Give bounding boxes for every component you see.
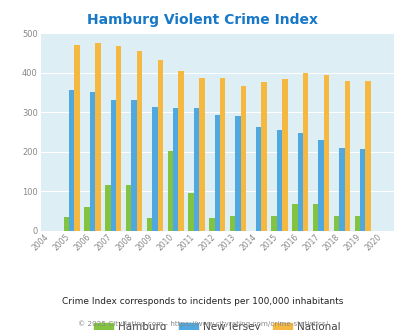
Bar — [214, 115, 220, 231]
Bar — [178, 71, 183, 231]
Bar — [359, 149, 364, 231]
Bar — [333, 216, 338, 231]
Bar — [271, 216, 276, 231]
Bar — [312, 205, 318, 231]
Bar — [292, 205, 297, 231]
Bar — [198, 78, 204, 231]
Bar — [338, 148, 344, 231]
Bar — [152, 108, 157, 231]
Bar — [323, 75, 328, 231]
Bar — [302, 73, 308, 231]
Bar — [131, 100, 136, 231]
Bar — [74, 45, 80, 231]
Legend: Hamburg, New Jersey, National: Hamburg, New Jersey, National — [91, 319, 343, 330]
Bar — [220, 78, 225, 231]
Bar — [188, 193, 193, 231]
Bar — [157, 60, 162, 231]
Bar — [84, 207, 90, 231]
Bar — [90, 92, 95, 231]
Bar — [105, 185, 110, 231]
Text: Crime Index corresponds to incidents per 100,000 inhabitants: Crime Index corresponds to incidents per… — [62, 297, 343, 307]
Bar — [297, 133, 302, 231]
Bar — [354, 216, 359, 231]
Bar — [126, 185, 131, 231]
Bar — [95, 43, 100, 231]
Bar — [110, 100, 116, 231]
Bar — [147, 218, 152, 231]
Bar — [344, 81, 349, 231]
Bar — [318, 140, 323, 231]
Bar — [229, 216, 235, 231]
Text: © 2025 CityRating.com - https://www.cityrating.com/crime-statistics/: © 2025 CityRating.com - https://www.city… — [78, 321, 327, 327]
Bar — [276, 130, 281, 231]
Bar — [193, 108, 198, 231]
Text: Hamburg Violent Crime Index: Hamburg Violent Crime Index — [87, 13, 318, 27]
Bar — [69, 90, 74, 231]
Bar — [173, 108, 178, 231]
Bar — [256, 127, 261, 231]
Bar — [235, 116, 240, 231]
Bar — [281, 79, 287, 231]
Bar — [240, 86, 245, 231]
Bar — [209, 218, 214, 231]
Bar — [64, 217, 69, 231]
Bar — [136, 51, 142, 231]
Bar — [364, 81, 370, 231]
Bar — [261, 82, 266, 231]
Bar — [116, 46, 121, 231]
Bar — [167, 151, 173, 231]
